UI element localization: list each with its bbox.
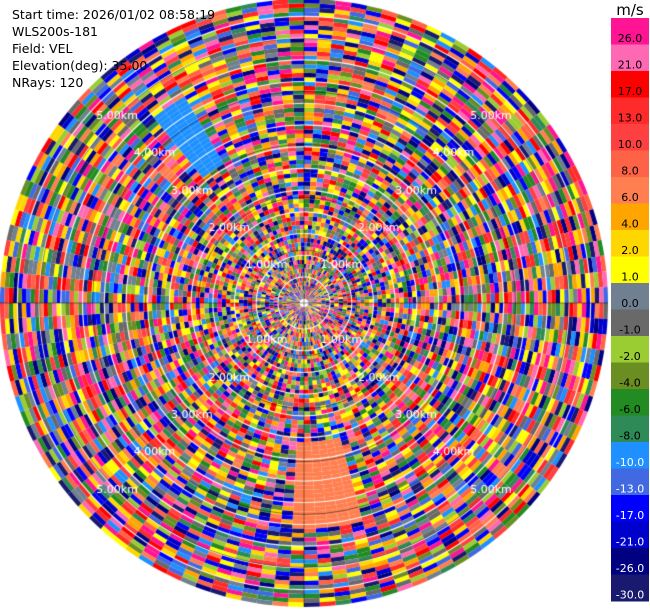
colorbar-segment bbox=[611, 362, 649, 390]
colorbar-tick-label: -4.0 bbox=[619, 376, 640, 389]
colorbar-tick-label: 17.0 bbox=[618, 85, 643, 98]
colorbar-tick-label: -1.0 bbox=[619, 323, 640, 336]
colorbar-tick-label: 8.0 bbox=[621, 164, 639, 177]
colorbar-tick-label: 1.0 bbox=[621, 270, 639, 283]
colorbar-segment bbox=[611, 548, 649, 575]
ppi-velocity-plot bbox=[0, 0, 612, 610]
start-time-label: Start time: 2026/01/02 08:58:19 bbox=[12, 7, 216, 22]
colorbar-tick-label: 10.0 bbox=[618, 138, 643, 151]
colorbar-tick-label: 2.0 bbox=[621, 244, 639, 257]
field-label: Field: VEL bbox=[12, 41, 73, 56]
colorbar-tick-label: 0.0 bbox=[621, 297, 639, 310]
colorbar-segment bbox=[611, 97, 649, 125]
colorbar-segment bbox=[611, 256, 649, 284]
colorbar-tick-label: 13.0 bbox=[618, 111, 643, 124]
colorbar-tick-label: 4.0 bbox=[621, 217, 639, 230]
colorbar-segment bbox=[611, 574, 649, 602]
colorbar-segment bbox=[611, 230, 649, 257]
colorbar-segment bbox=[611, 415, 649, 443]
colorbar-segment bbox=[611, 468, 649, 496]
colorbar-segment bbox=[611, 283, 649, 310]
colorbar-segment bbox=[611, 521, 649, 549]
colorbar-segment bbox=[611, 150, 649, 178]
colorbar-tick-label: -8.0 bbox=[619, 429, 640, 442]
elevation-label: Elevation(deg): 35.00 bbox=[12, 58, 148, 73]
colorbar-unit: m/s bbox=[616, 1, 644, 19]
colorbar-segment bbox=[611, 203, 649, 231]
colorbar-segment bbox=[611, 309, 649, 337]
colorbar-segment bbox=[611, 442, 649, 469]
colorbar-segment bbox=[611, 18, 649, 45]
colorbar-tick-label: -2.0 bbox=[619, 350, 640, 363]
colorbar-segment bbox=[611, 389, 649, 416]
nrays-label: NRays: 120 bbox=[12, 75, 84, 90]
site-label: WLS200s-181 bbox=[12, 24, 98, 39]
colorbar-tick-label: -17.0 bbox=[616, 509, 644, 522]
colorbar-tick-label: 21.0 bbox=[618, 58, 643, 71]
colorbar-tick-label: 26.0 bbox=[618, 32, 643, 45]
colorbar-tick-label: -13.0 bbox=[616, 482, 644, 495]
colorbar-segment bbox=[611, 71, 649, 98]
colorbar-tick-label: -10.0 bbox=[616, 456, 644, 469]
colorbar-segment bbox=[611, 177, 649, 204]
colorbar-segment bbox=[611, 124, 649, 151]
colorbar-segment bbox=[611, 336, 649, 363]
colorbar-segment bbox=[611, 44, 649, 72]
colorbar-tick-label: -21.0 bbox=[616, 535, 644, 548]
colorbar-tick-label: -6.0 bbox=[619, 403, 640, 416]
colorbar-tick-label: 6.0 bbox=[621, 191, 639, 204]
colorbar-tick-label: -26.0 bbox=[616, 562, 644, 575]
colorbar-segment bbox=[611, 495, 649, 522]
colorbar-tick-label: -30.0 bbox=[616, 588, 644, 601]
